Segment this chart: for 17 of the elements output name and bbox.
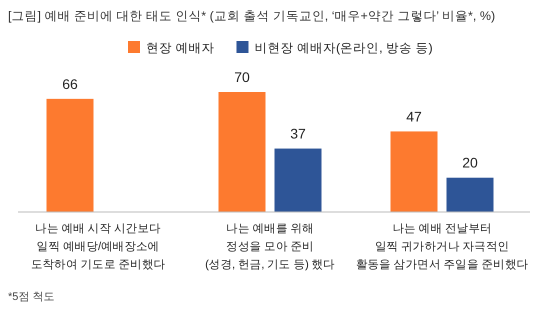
data-label: 47 <box>406 108 422 124</box>
legend-label: 현장 예배자 <box>146 41 214 55</box>
data-label: 37 <box>290 126 306 142</box>
x-tick-label: 나는 예배 전날부터 일찍 귀가하거나 자극적인 활동을 삼가면서 주일을 준비했다 <box>356 223 529 271</box>
data-label: 20 <box>462 154 478 171</box>
data-label: 70 <box>234 69 250 85</box>
bar <box>218 92 266 212</box>
legend-label: 비현장 예배자(온라인, 방송 등) <box>254 41 433 55</box>
bar <box>274 148 322 212</box>
chart-title: [그림] 예배 준비에 대한 태도 인식* (교회 출석 기독교인, ‘매우+약간 그렇다’ 비율*, %) <box>8 9 496 23</box>
x-tick-label: 나는 예배 시작 시간보다 일찍 예배당/예배장소에 도착하여 기도로 준비했다 <box>30 223 166 271</box>
bar <box>46 98 94 212</box>
bar <box>390 131 438 212</box>
x-tick-label: 나는 예배를 위해 정성을 모아 준비 (성경, 헌금, 기도 등) 했다 <box>205 223 336 271</box>
text: *5점 척도 <box>8 291 54 303</box>
data-label: 66 <box>62 76 78 92</box>
bar <box>446 178 494 212</box>
